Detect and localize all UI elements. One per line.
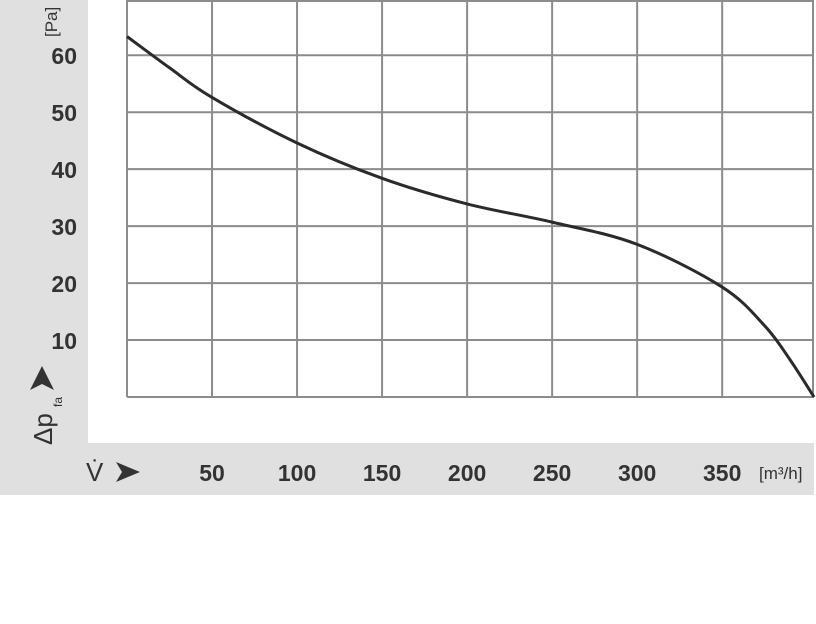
x-arrow-icon [116,462,140,482]
series-line [126,35,816,398]
x-unit-label: [m³/h] [759,464,802,483]
y-axis-label-text: Δp [28,413,58,445]
x-tick-label: 50 [199,460,225,486]
x-tick-label: 350 [703,460,741,486]
x-axis-label: V̇ [86,457,104,487]
y-tick-label: 10 [51,328,77,354]
x-tick-label: 150 [363,460,401,486]
y-axis-panel [0,0,88,495]
x-tick-label: 250 [533,460,571,486]
y-axis-label: Δp fa [28,397,65,445]
y-unit-label: [Pa] [42,7,61,37]
y-tick-label: 60 [51,43,77,69]
x-tick-label: 200 [448,460,486,486]
y-arrow-icon [30,366,54,390]
x-tick-labels: 50 100 150 200 250 300 350 [199,460,741,486]
y-tick-label: 20 [51,271,77,297]
x-tick-label: 300 [618,460,656,486]
y-tick-labels: 10 20 30 40 50 60 [51,43,77,354]
x-axis-panel [0,443,814,495]
y-tick-label: 30 [51,214,77,240]
y-tick-label: 50 [51,100,77,126]
y-tick-label: 40 [51,157,77,183]
x-tick-label: 100 [278,460,316,486]
grid [126,0,814,398]
y-axis-label-subscript: fa [51,397,65,407]
